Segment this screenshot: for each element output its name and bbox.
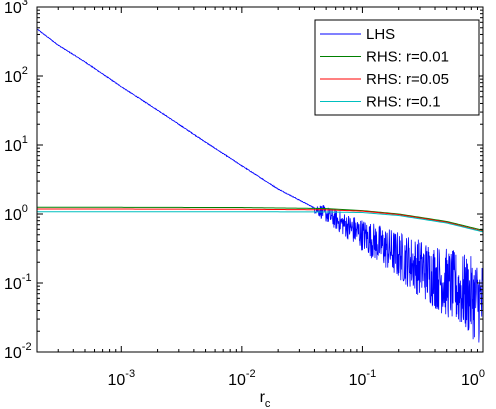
x-tick-label-base: 10 [349, 372, 367, 389]
x-tick-label-exponent: -3 [125, 368, 135, 380]
legend-label-3: RHS: r=0.1 [366, 94, 441, 111]
y-tick-label-exponent: 0 [22, 203, 28, 215]
y-tick-label-base: 10 [4, 207, 22, 224]
plot-frame [36, 6, 484, 353]
x-tick-label-base: 10 [107, 372, 125, 389]
x-axis-label: rc [260, 389, 271, 409]
plot-series-group [36, 28, 484, 343]
x-tick-label-base: 10 [228, 372, 246, 389]
legend: LHS RHS: r=0.01 RHS: r=0.05 RHS: r=0.1 [314, 19, 480, 116]
y-tick-label-base: 10 [4, 345, 22, 362]
y-tick-label-exponent: -2 [22, 341, 32, 353]
y-tick-label-base: 10 [4, 138, 22, 155]
x-tick-label-exponent: -1 [366, 368, 376, 380]
axis-ticks [36, 6, 484, 353]
series-line-1 [37, 206, 484, 231]
series-line-3 [37, 211, 484, 233]
legend-box [314, 19, 480, 116]
x-tick-label-base: 10 [461, 372, 479, 389]
x-tick-label-exponent: 0 [479, 368, 485, 380]
y-tick-label: 101 [4, 134, 28, 155]
y-tick-label-exponent: 1 [22, 134, 28, 146]
series-line-2 [37, 208, 484, 232]
legend-label-2: RHS: r=0.05 [366, 71, 449, 88]
y-tick-label-exponent: -1 [22, 272, 32, 284]
y-tick-label: 103 [4, 0, 28, 17]
x-tick-label: 100 [461, 368, 485, 389]
y-tick-label-base: 10 [4, 0, 22, 17]
y-tick-label-exponent: 3 [22, 0, 28, 8]
y-tick-label-base: 10 [4, 69, 22, 86]
series-line-0 [36, 28, 484, 343]
y-tick-label: 100 [4, 203, 28, 224]
y-tick-label-exponent: 2 [22, 65, 28, 77]
x-tick-label: 10-1 [349, 368, 377, 389]
legend-label-0: LHS [366, 26, 395, 43]
y-tick-label-base: 10 [4, 276, 22, 293]
x-axis-label-main: r [260, 389, 266, 406]
x-axis-label-subscript: c [265, 398, 271, 409]
legend-label-1: RHS: r=0.01 [366, 49, 449, 66]
y-tick-label: 10-2 [4, 341, 32, 362]
x-tick-label: 10-3 [107, 368, 135, 389]
y-tick-label: 10-1 [4, 272, 32, 293]
x-tick-label-exponent: -2 [246, 368, 256, 380]
y-tick-label: 102 [4, 65, 28, 86]
x-tick-label: 10-2 [228, 368, 256, 389]
